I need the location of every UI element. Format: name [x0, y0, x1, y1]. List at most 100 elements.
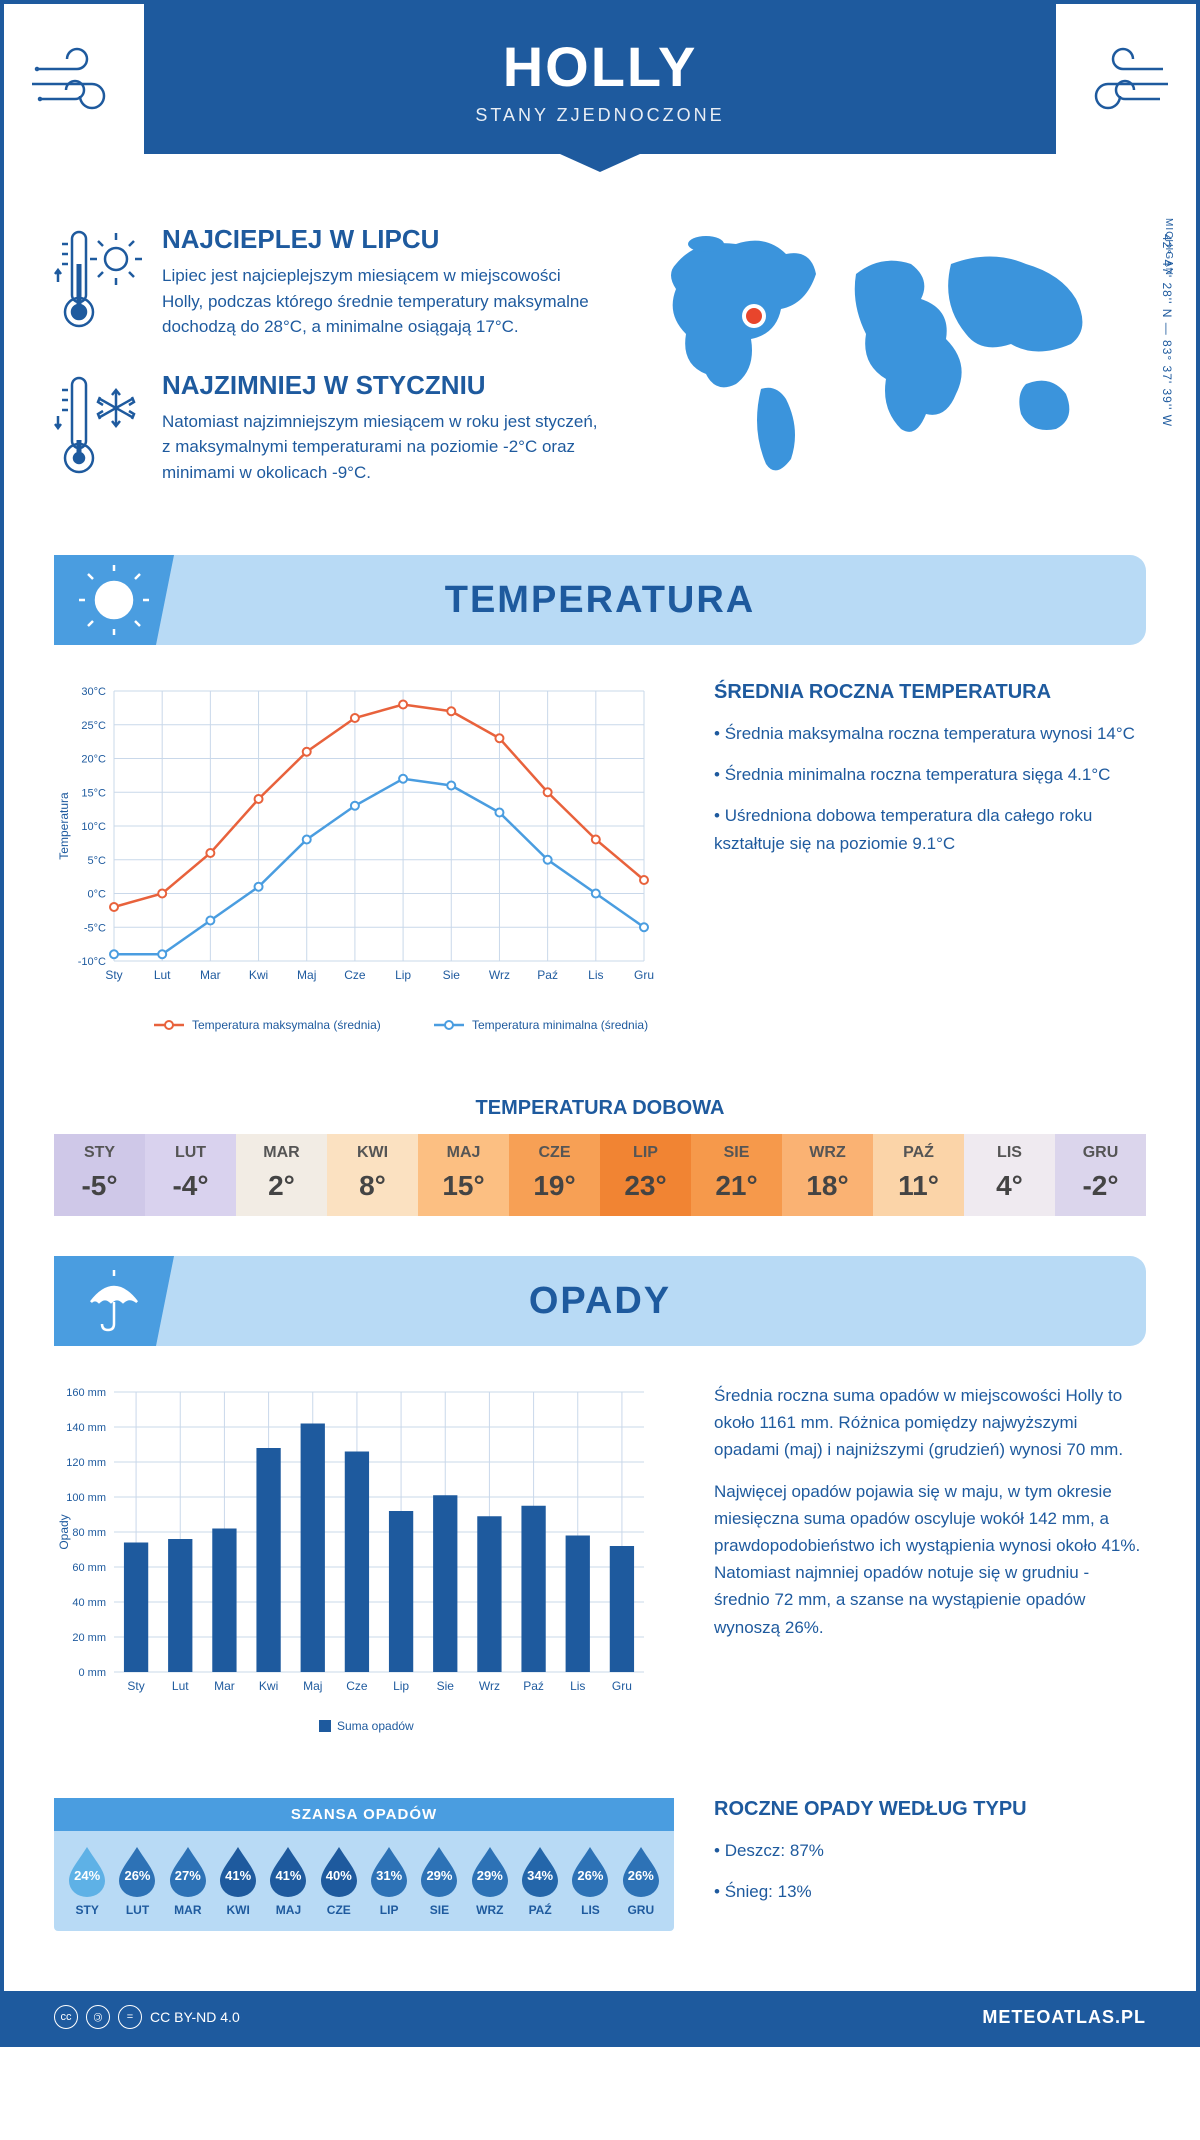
szansa-cell: 26% LUT: [112, 1845, 162, 1917]
temp-value: -4°: [145, 1170, 236, 1202]
drop-icon: 41%: [216, 1845, 260, 1897]
month-label: MAR: [163, 1903, 213, 1917]
szansa-cell: 24% STY: [62, 1845, 112, 1917]
bullet: Średnia minimalna roczna temperatura się…: [714, 761, 1146, 788]
intro-text-col: NAJCIEPLEJ W LIPCU Lipiec jest najcieple…: [54, 224, 606, 515]
drop-pct: 41%: [266, 1845, 310, 1897]
dobowa-cell: LUT-4°: [145, 1134, 236, 1216]
dobowa-cell: SIE21°: [691, 1134, 782, 1216]
precip-p2: Najwięcej opadów pojawia się w maju, w t…: [714, 1478, 1146, 1641]
svg-text:Lip: Lip: [393, 1679, 409, 1693]
drop-pct: 24%: [65, 1845, 109, 1897]
footer: cc 🄯 = CC BY-ND 4.0 METEOATLAS.PL: [4, 1991, 1196, 2043]
szansa-cell: 26%LIS: [565, 1845, 615, 1917]
month-label: KWI: [327, 1144, 418, 1162]
month-label: WRZ: [782, 1144, 873, 1162]
svg-text:Temperatura: Temperatura: [57, 792, 71, 860]
szansa-cell: 29% SIE: [414, 1845, 464, 1917]
svg-text:Cze: Cze: [346, 1679, 368, 1693]
temp-value: 15°: [418, 1170, 509, 1202]
svg-text:100 mm: 100 mm: [66, 1492, 106, 1504]
temperature-chart: -10°C-5°C0°C5°C10°C15°C20°C25°C30°CStyLu…: [54, 681, 674, 1061]
svg-text:40 mm: 40 mm: [72, 1597, 106, 1609]
temp-value: 8°: [327, 1170, 418, 1202]
precip-types: ROCZNE OPADY WEDŁUG TYPU Deszcz: 87%Śnie…: [714, 1798, 1146, 1931]
coords-label: 42° 47' 28'' N — 83° 37' 39'' W: [1160, 234, 1174, 427]
svg-text:15°C: 15°C: [81, 787, 106, 799]
svg-text:Gru: Gru: [634, 968, 654, 982]
cold-text: Natomiast najzimniejszym miesiącem w rok…: [162, 409, 606, 486]
world-map-icon: [646, 224, 1116, 484]
svg-text:Temperatura maksymalna (średni: Temperatura maksymalna (średnia): [192, 1018, 381, 1032]
thermometer-snow-icon: [54, 370, 144, 486]
svg-text:20°C: 20°C: [81, 754, 106, 766]
umbrella-icon: [54, 1256, 174, 1346]
svg-text:Lip: Lip: [395, 968, 411, 982]
drop-pct: 26%: [619, 1845, 663, 1897]
drop-icon: 31%: [367, 1845, 411, 1897]
drop-pct: 40%: [317, 1845, 361, 1897]
szansa-cells: 24%STY26%LUT27%MAR41%KWI41%MAJ40%CZE31%L…: [54, 1831, 674, 1917]
svg-text:Lis: Lis: [570, 1679, 585, 1693]
svg-text:Paź: Paź: [537, 968, 558, 982]
month-label: PAŹ: [873, 1144, 964, 1162]
precip-p1: Średnia roczna suma opadów w miejscowośc…: [714, 1382, 1146, 1464]
month-label: CZE: [509, 1144, 600, 1162]
month-label: MAJ: [418, 1144, 509, 1162]
month-label: LIP: [600, 1144, 691, 1162]
drop-pct: 41%: [216, 1845, 260, 1897]
drop-icon: 29%: [468, 1845, 512, 1897]
banner-center: HOLLY STANY ZJEDNOCZONE: [144, 4, 1056, 154]
precipitation-text: Średnia roczna suma opadów w miejscowośc…: [714, 1382, 1146, 1762]
drop-icon: 26%: [619, 1845, 663, 1897]
temp-value: -5°: [54, 1170, 145, 1202]
month-label: SIE: [414, 1903, 464, 1917]
dobowa-cell: STY -5°: [54, 1134, 145, 1216]
svg-text:0°C: 0°C: [88, 889, 107, 901]
content: NAJCIEPLEJ W LIPCU Lipiec jest najcieple…: [4, 184, 1196, 1991]
page-frame: HOLLY STANY ZJEDNOCZONE NAJCIEPLEJ W LIP…: [0, 0, 1200, 2047]
footer-site: METEOATLAS.PL: [982, 2007, 1146, 2028]
svg-text:Kwi: Kwi: [249, 968, 268, 982]
warm-text: Lipiec jest najcieplejszym miesiącem w m…: [162, 263, 606, 340]
szansa-cell: 34%PAŹ: [515, 1845, 565, 1917]
page-subtitle: STANY ZJEDNOCZONE: [144, 105, 1056, 126]
dobowa-cell: LIS4°: [964, 1134, 1055, 1216]
svg-text:-10°C: -10°C: [78, 956, 106, 968]
dobowa-cell: CZE19°: [509, 1134, 600, 1216]
types-heading: ROCZNE OPADY WEDŁUG TYPU: [714, 1798, 1146, 1821]
drop-icon: 29%: [417, 1845, 461, 1897]
svg-text:0 mm: 0 mm: [79, 1667, 107, 1679]
temp-value: 18°: [782, 1170, 873, 1202]
drop-pct: 29%: [468, 1845, 512, 1897]
svg-text:120 mm: 120 mm: [66, 1457, 106, 1469]
szansa-col: SZANSA OPADÓW 24%STY26%LUT27%MAR41%KWI41…: [54, 1798, 674, 1931]
month-label: STY: [62, 1903, 112, 1917]
temp-value: -2°: [1055, 1170, 1146, 1202]
temperature-row: -10°C-5°C0°C5°C10°C15°C20°C25°C30°CStyLu…: [54, 681, 1146, 1061]
svg-text:Maj: Maj: [303, 1679, 322, 1693]
svg-text:Temperatura minimalna (średnia: Temperatura minimalna (średnia): [472, 1018, 648, 1032]
svg-text:25°C: 25°C: [81, 720, 106, 732]
temp-value: 2°: [236, 1170, 327, 1202]
month-label: MAJ: [263, 1903, 313, 1917]
month-label: LUT: [112, 1903, 162, 1917]
cc-icon: cc: [54, 2005, 78, 2029]
drop-pct: 27%: [166, 1845, 210, 1897]
drop-icon: 26%: [115, 1845, 159, 1897]
month-label: KWI: [213, 1903, 263, 1917]
month-label: GRU: [616, 1903, 666, 1917]
month-label: STY: [54, 1144, 145, 1162]
drop-icon: 34%: [518, 1845, 562, 1897]
svg-text:Gru: Gru: [612, 1679, 632, 1693]
temp-value: 23°: [600, 1170, 691, 1202]
drop-icon: 24%: [65, 1845, 109, 1897]
dobowa-title: TEMPERATURA DOBOWA: [54, 1097, 1146, 1120]
svg-text:Lis: Lis: [588, 968, 603, 982]
dobowa-cell: MAJ 15°: [418, 1134, 509, 1216]
svg-text:Lut: Lut: [154, 968, 171, 982]
szansa-cell: 40%CZE: [314, 1845, 364, 1917]
temp-value: 11°: [873, 1170, 964, 1202]
temp-value: 4°: [964, 1170, 1055, 1202]
month-label: LIS: [565, 1903, 615, 1917]
